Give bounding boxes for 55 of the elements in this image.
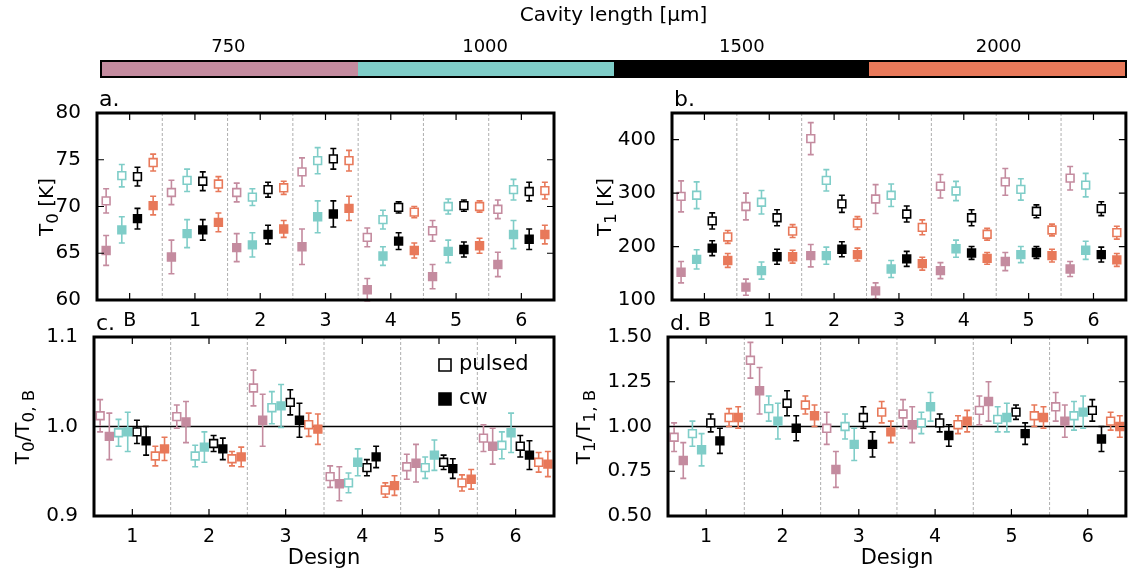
y-tick-label: 1.00 xyxy=(607,412,652,437)
y-tick-label: 65 xyxy=(55,239,81,264)
y-tick-label: 0.9 xyxy=(46,502,78,527)
category-label: 1000 xyxy=(461,35,510,56)
x-tick-label: 5 xyxy=(1005,524,1018,547)
x-tick-label: 5 xyxy=(450,308,463,331)
x-tick-label: 2 xyxy=(828,308,841,331)
text: Cavity length [μm] xyxy=(518,2,709,26)
x-tick-label: 1 xyxy=(126,524,139,547)
chart-title: a. xyxy=(99,85,120,111)
x-tick-label: 3 xyxy=(852,524,865,547)
y-tick-label: 1.50 xyxy=(607,323,652,348)
x-axis-title: Design xyxy=(860,544,934,569)
x-axis-title: Design xyxy=(287,544,361,569)
y-tick-label: 80 xyxy=(55,99,81,124)
y-tick-label: 400 xyxy=(617,125,656,150)
x-tick-label: 6 xyxy=(1081,524,1094,547)
x-tick-label: 3 xyxy=(279,524,292,547)
x-tick-label: 4 xyxy=(384,308,397,331)
x-tick-label: 5 xyxy=(1022,308,1035,331)
x-tick-label: 6 xyxy=(1087,308,1100,331)
category-label: 2000 xyxy=(974,35,1023,56)
x-tick-label: 6 xyxy=(515,308,528,331)
x-tick-label: 6 xyxy=(509,524,522,547)
x-tick-label: 4 xyxy=(356,524,369,547)
chart-title: c. xyxy=(96,309,116,335)
y-tick-label: 0.75 xyxy=(607,457,652,482)
legend-label: cw xyxy=(459,385,488,410)
y-tick-label: 1.0 xyxy=(46,412,78,437)
y-tick-label: 200 xyxy=(617,232,656,257)
y-tick-label: 60 xyxy=(55,286,81,311)
x-tick-label: 1 xyxy=(188,308,201,331)
chart-title: d. xyxy=(670,309,691,335)
x-tick-label: 3 xyxy=(319,308,332,331)
x-tick-label: 2 xyxy=(202,524,216,547)
y-tick-label: 100 xyxy=(617,286,656,311)
x-tick-label: 4 xyxy=(957,308,970,331)
x-tick-label: 5 xyxy=(432,524,446,547)
x-tick-label: 2 xyxy=(776,524,789,547)
legend-label: pulsed xyxy=(459,351,529,376)
y-tick-label: 300 xyxy=(617,179,656,204)
x-tick-label: 1 xyxy=(763,308,776,331)
y-tick-label: 1.25 xyxy=(607,367,652,392)
y-tick-label: 1.1 xyxy=(46,323,78,348)
x-tick-label: 3 xyxy=(892,308,905,331)
x-tick-label: 1 xyxy=(700,524,713,547)
y-tick-label: 75 xyxy=(55,145,81,170)
category-label: 750 xyxy=(210,35,247,56)
x-tick-label: 4 xyxy=(929,524,942,547)
category-label: 1500 xyxy=(717,35,766,56)
x-tick-label: B xyxy=(697,308,711,331)
y-tick-label: 0.50 xyxy=(607,502,652,527)
chart-title: b. xyxy=(674,85,695,111)
x-tick-label: 2 xyxy=(254,308,267,331)
x-tick-label: B xyxy=(123,308,137,331)
